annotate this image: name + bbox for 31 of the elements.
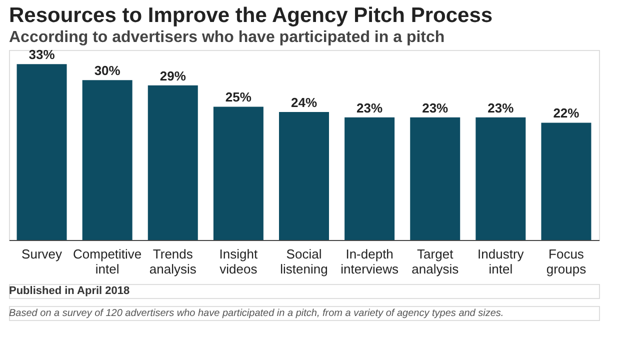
- data-label: 22%: [553, 106, 580, 121]
- x-tick-label: Industry intel: [478, 246, 524, 276]
- bar: [476, 117, 526, 240]
- x-tick-label: Insight videos: [219, 246, 258, 276]
- bar: [410, 117, 460, 240]
- data-label: 29%: [160, 68, 186, 84]
- data-label: 24%: [290, 95, 318, 110]
- x-tick-label: Survey: [22, 246, 63, 262]
- x-tick-label: Trends analysis: [149, 246, 197, 276]
- x-tick-label: Competitive intel: [73, 246, 142, 276]
- data-label: 23%: [422, 100, 449, 116]
- data-label: 25%: [225, 90, 252, 105]
- x-tick-label: Focus groups: [546, 246, 587, 276]
- data-label: 30%: [94, 63, 121, 78]
- text: Published in April 2018: [9, 285, 130, 297]
- bar: [541, 122, 592, 240]
- data-label: 23%: [356, 100, 383, 116]
- data-label: 23%: [488, 100, 514, 116]
- bar: [82, 80, 132, 240]
- bar: [279, 112, 329, 240]
- bar: [213, 106, 264, 240]
- x-tick-label: In-depth interviews: [340, 246, 399, 276]
- x-tick-label: Target analysis: [412, 246, 460, 276]
- text: Based on a survey of 120 advertisers who have participated in a pitch, from a variety of agency types and sizes.: [9, 308, 504, 319]
- bar: [344, 117, 395, 240]
- bar: [148, 85, 198, 240]
- x-tick-label: Social listening: [280, 246, 328, 276]
- bar: [16, 64, 67, 240]
- chart-subtitle: According to advertisers who have participated in a pitch: [9, 29, 445, 46]
- chart-title: Resources to Improve the Agency Pitch Process: [9, 4, 493, 28]
- data-label: 33%: [28, 47, 56, 62]
